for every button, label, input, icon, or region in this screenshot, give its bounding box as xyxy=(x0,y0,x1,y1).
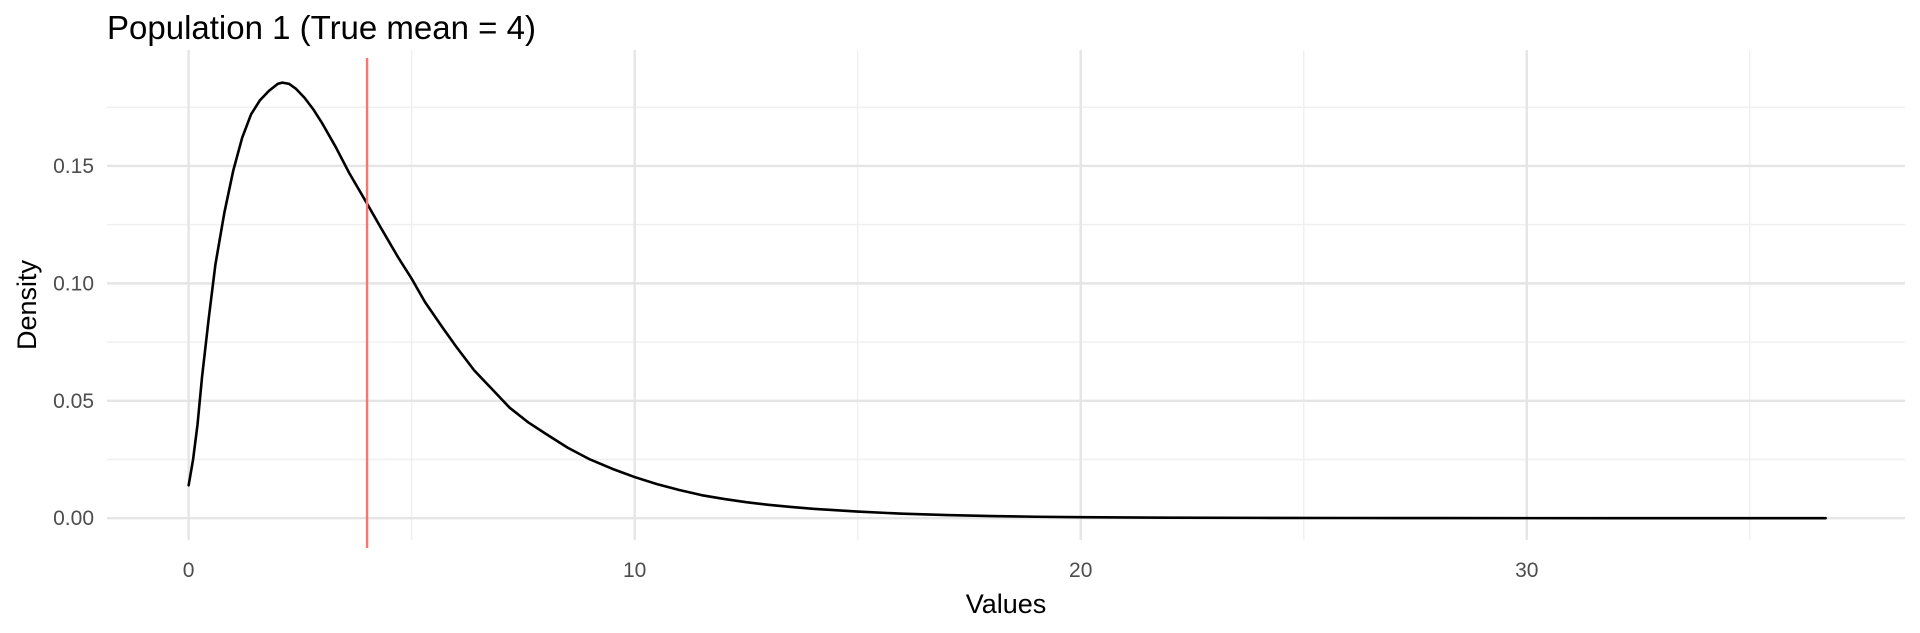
minor-gridlines-x xyxy=(410,50,1751,540)
x-tick-label: 20 xyxy=(1069,559,1092,582)
chart-title: Population 1 (True mean = 4) xyxy=(107,9,536,46)
x-tick-label: 10 xyxy=(623,559,646,582)
minor-gridlines-y xyxy=(107,106,1905,461)
x-tick-label: 0 xyxy=(183,559,195,582)
y-tick-label: 0.05 xyxy=(53,390,94,413)
x-axis-tick-labels: 0 10 20 30 xyxy=(183,559,1539,582)
y-tick-label: 0.10 xyxy=(53,272,94,295)
series-layer xyxy=(187,81,1827,520)
y-axis-tick-labels: 0.00 0.05 0.10 0.15 xyxy=(53,155,94,530)
y-tick-label: 0.15 xyxy=(53,155,94,178)
major-gridlines-x xyxy=(187,50,1528,540)
density-curve-line xyxy=(187,81,1827,520)
y-tick-label: 0.00 xyxy=(53,507,94,530)
y-axis-title: Density xyxy=(12,259,42,350)
x-axis-title: Values xyxy=(966,589,1047,619)
x-tick-label: 30 xyxy=(1515,559,1538,582)
